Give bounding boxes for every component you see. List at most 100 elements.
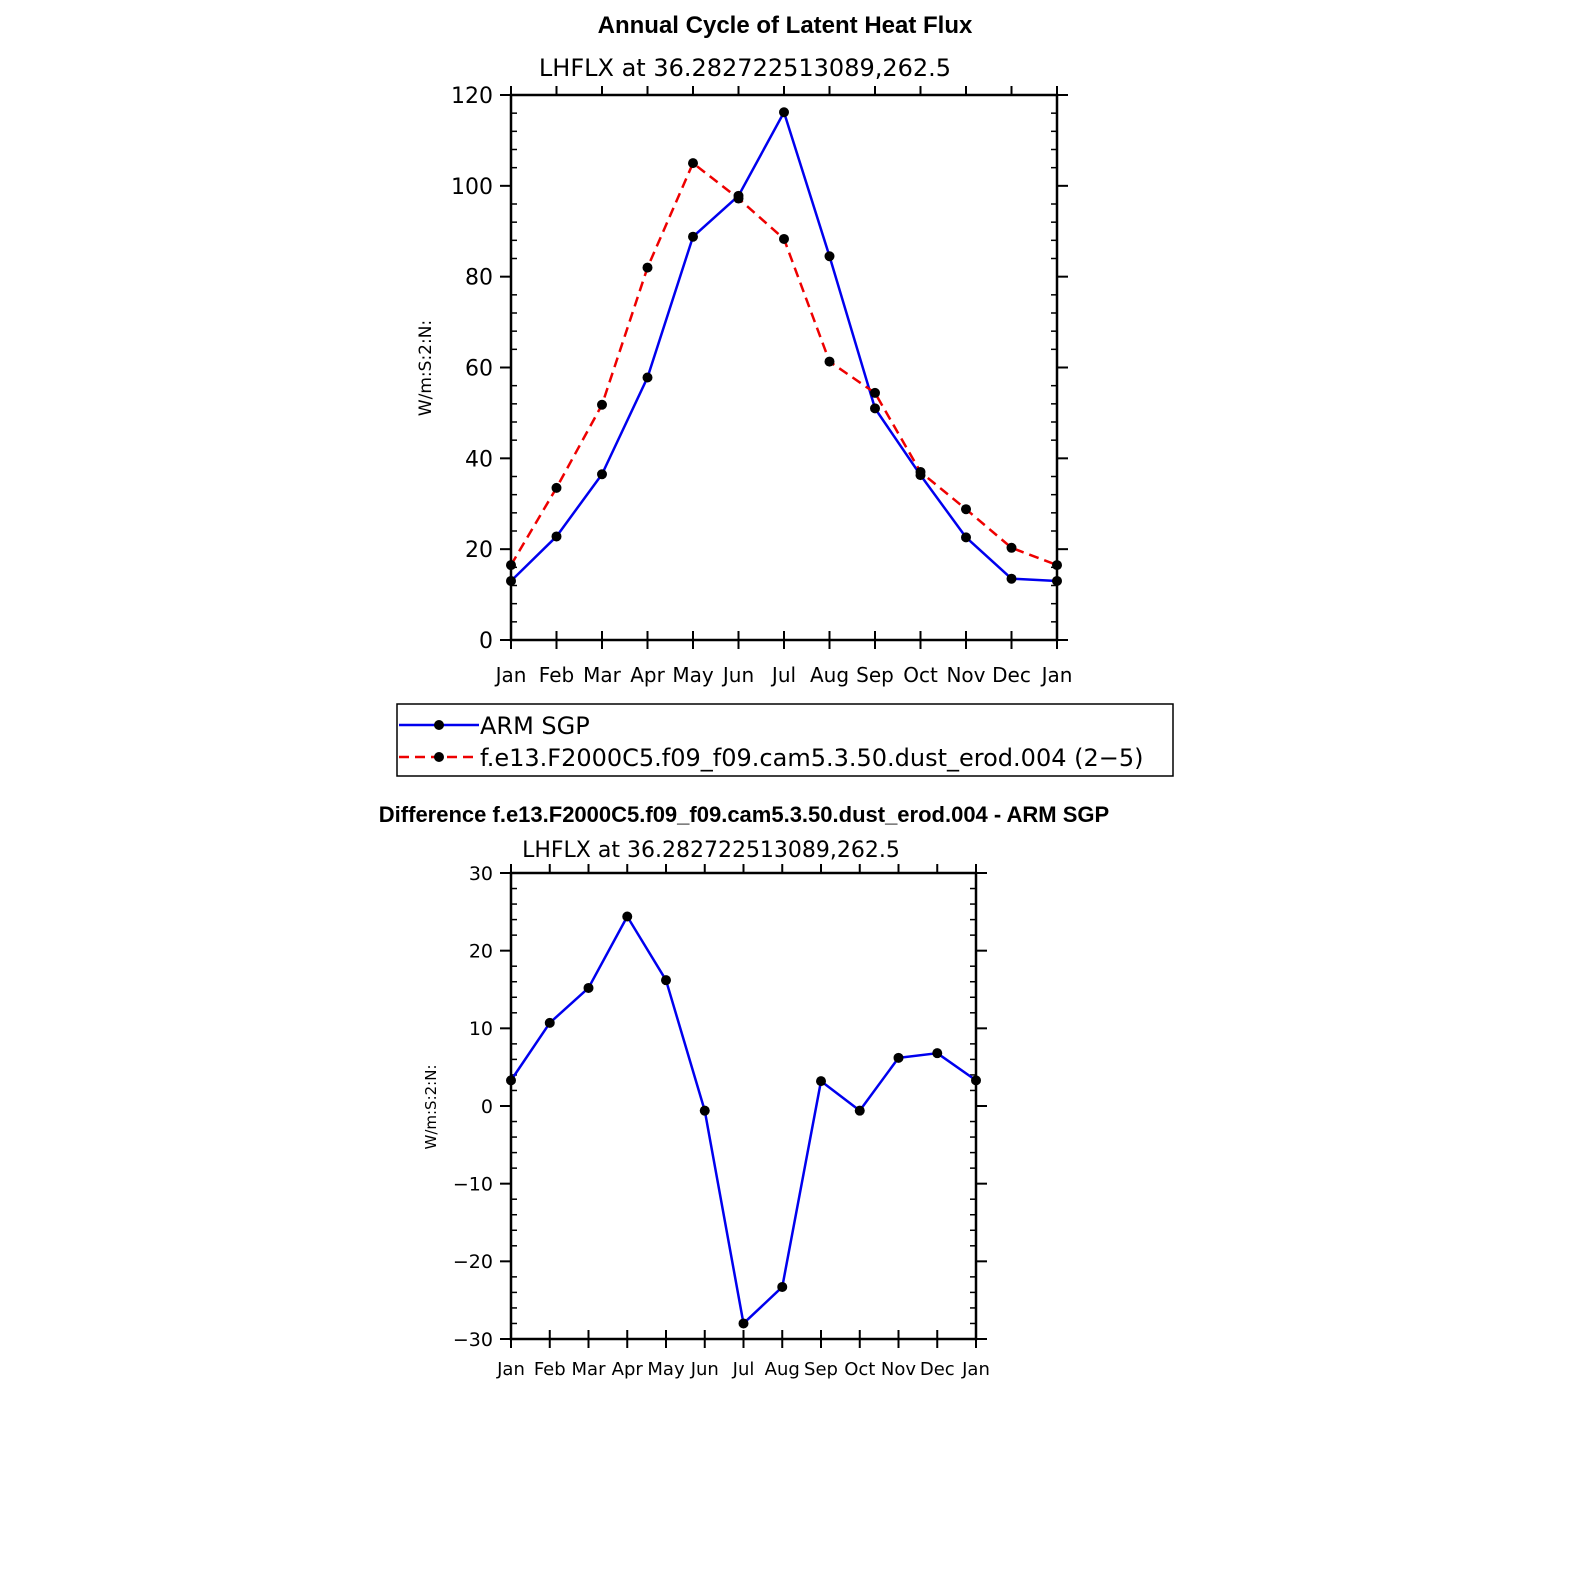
data-point	[824, 356, 835, 367]
legend-label-arm-sgp: ARM SGP	[480, 712, 590, 740]
annual-cycle-chart: Annual Cycle of Latent Heat Flux LHFLX a…	[416, 12, 1072, 687]
x-tick-label: Jan	[1040, 663, 1073, 687]
data-point	[779, 107, 789, 118]
x-tick-label: Sep	[804, 1359, 838, 1380]
y-tick-label: 60	[465, 356, 493, 381]
series-lines	[506, 107, 1062, 586]
x-tick-label: Dec	[992, 663, 1031, 687]
data-point	[733, 193, 744, 204]
y-axis-label: W/m:S:2:N:	[422, 1065, 440, 1150]
x-tick-label: Apr	[612, 1359, 644, 1380]
plot-frame	[509, 871, 978, 1341]
data-point	[738, 1318, 749, 1329]
x-tick-label: Oct	[903, 663, 938, 687]
data-point	[622, 911, 633, 922]
series-line-1	[509, 161, 1058, 567]
data-point	[816, 1076, 826, 1087]
x-tick-label: May	[672, 663, 714, 687]
legend-marker-arm-sgp	[434, 720, 444, 730]
data-point	[506, 560, 516, 571]
data-point	[661, 975, 671, 986]
x-tick-label: Oct	[844, 1359, 875, 1380]
data-point	[688, 158, 698, 169]
x-tick-label: Jul	[732, 1359, 755, 1380]
data-point	[1006, 573, 1017, 584]
y-tick-label: 0	[481, 1096, 493, 1118]
data-point	[1052, 575, 1062, 586]
y-tick-label: −10	[453, 1174, 493, 1196]
data-point	[893, 1052, 904, 1063]
x-tick-labels: Jan Feb Mar Apr May Jun Jul Aug Sep Oct Nov Dec Jan	[496, 1359, 990, 1380]
data-point	[642, 372, 653, 383]
plot-area	[500, 864, 987, 1348]
x-tick-label: Jan	[494, 663, 527, 687]
series-lines	[506, 911, 981, 1329]
difference-chart: Difference f.e13.F2000C5.f09_f09.cam5.3.…	[379, 802, 1109, 1380]
x-tick-labels: Jan Feb Mar Apr May Jun Jul Aug Sep Oct Nov Dec Jan	[494, 663, 1073, 687]
x-tick-label: Apr	[630, 663, 665, 687]
series-line-0	[510, 111, 1058, 583]
x-tick-label: Mar	[572, 1359, 607, 1380]
x-tick-label: Jun	[721, 663, 754, 687]
legend-entry-model: f.e13.F2000C5.f09_f09.cam5.3.50.dust_ero…	[399, 744, 1143, 772]
data-point	[1052, 560, 1062, 571]
y-tick-labels: 0 20 40 60 80 100 120	[451, 84, 493, 654]
data-point	[870, 403, 880, 414]
y-tick-label: 20	[465, 538, 493, 563]
y-axis-label: W/m:S:2:N:	[416, 320, 436, 416]
data-point	[699, 1105, 710, 1116]
data-point	[870, 387, 880, 398]
legend-marker-model	[434, 752, 444, 762]
chart-subtitle: LHFLX at 36.282722513089,262.5	[522, 838, 900, 863]
y-tick-label: 80	[465, 266, 493, 291]
legend-box	[396, 703, 1174, 777]
legend-label-model: f.e13.F2000C5.f09_f09.cam5.3.50.dust_ero…	[480, 744, 1143, 772]
series-line-0	[509, 915, 977, 1325]
data-point	[597, 399, 607, 410]
x-tick-label: Jan	[496, 1359, 525, 1380]
data-point	[932, 1048, 943, 1059]
plot-frame	[509, 93, 1059, 642]
x-tick-label: Jul	[770, 663, 796, 687]
y-tick-label: 10	[469, 1018, 493, 1040]
x-tick-label: Nov	[946, 663, 985, 687]
chart-title: Annual Cycle of Latent Heat Flux	[598, 12, 973, 39]
x-tick-label: May	[647, 1359, 685, 1380]
chart-title: Difference f.e13.F2000C5.f09_f09.cam5.3.…	[379, 802, 1109, 827]
data-point	[506, 1075, 516, 1086]
plot-area	[500, 86, 1068, 649]
x-tick-label: Aug	[810, 663, 849, 687]
y-tick-label: −30	[453, 1329, 493, 1351]
data-point	[854, 1105, 865, 1116]
data-point	[583, 982, 594, 993]
x-tick-label: Nov	[881, 1359, 916, 1380]
data-point	[506, 575, 516, 586]
data-point	[688, 231, 698, 242]
data-point	[779, 233, 789, 244]
x-tick-label: Feb	[534, 1359, 566, 1380]
y-tick-labels: −30 −20 −10 0 10 20 30	[453, 863, 493, 1351]
data-point	[642, 262, 653, 273]
data-point	[1006, 542, 1017, 553]
data-point	[544, 1017, 555, 1028]
data-point	[971, 1075, 981, 1086]
data-point	[597, 469, 607, 480]
x-tick-label: Mar	[583, 663, 622, 687]
y-tick-label: 20	[469, 941, 493, 963]
y-tick-label: 120	[451, 84, 493, 109]
x-tick-label: Feb	[539, 663, 574, 687]
data-point	[551, 531, 562, 542]
data-point	[777, 1281, 788, 1292]
y-tick-label: 30	[469, 863, 493, 885]
y-tick-label: 40	[465, 447, 493, 472]
x-tick-label: Sep	[856, 663, 894, 687]
y-tick-label: −20	[453, 1251, 493, 1273]
x-tick-label: Dec	[920, 1359, 955, 1380]
data-point	[824, 251, 835, 262]
x-tick-label: Jun	[690, 1359, 719, 1380]
data-point	[551, 482, 562, 493]
data-point	[961, 504, 971, 515]
y-tick-label: 0	[479, 629, 493, 654]
data-point	[915, 466, 926, 477]
